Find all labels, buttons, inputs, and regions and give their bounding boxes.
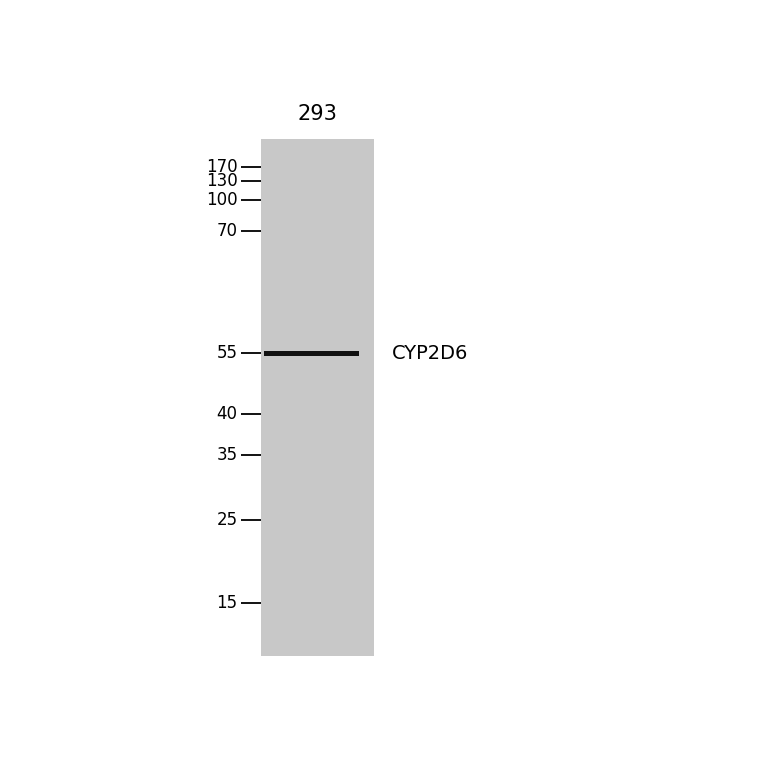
Text: 15: 15 xyxy=(216,594,238,613)
Text: 40: 40 xyxy=(217,405,238,423)
Text: CYP2D6: CYP2D6 xyxy=(392,344,468,363)
Text: 130: 130 xyxy=(206,172,238,190)
Text: 25: 25 xyxy=(216,511,238,529)
Text: 35: 35 xyxy=(216,446,238,465)
Text: 100: 100 xyxy=(206,191,238,209)
Text: 70: 70 xyxy=(217,222,238,240)
Text: 170: 170 xyxy=(206,158,238,176)
Bar xyxy=(261,139,374,656)
Text: 55: 55 xyxy=(217,345,238,362)
Text: 293: 293 xyxy=(298,104,338,124)
Bar xyxy=(264,351,359,356)
